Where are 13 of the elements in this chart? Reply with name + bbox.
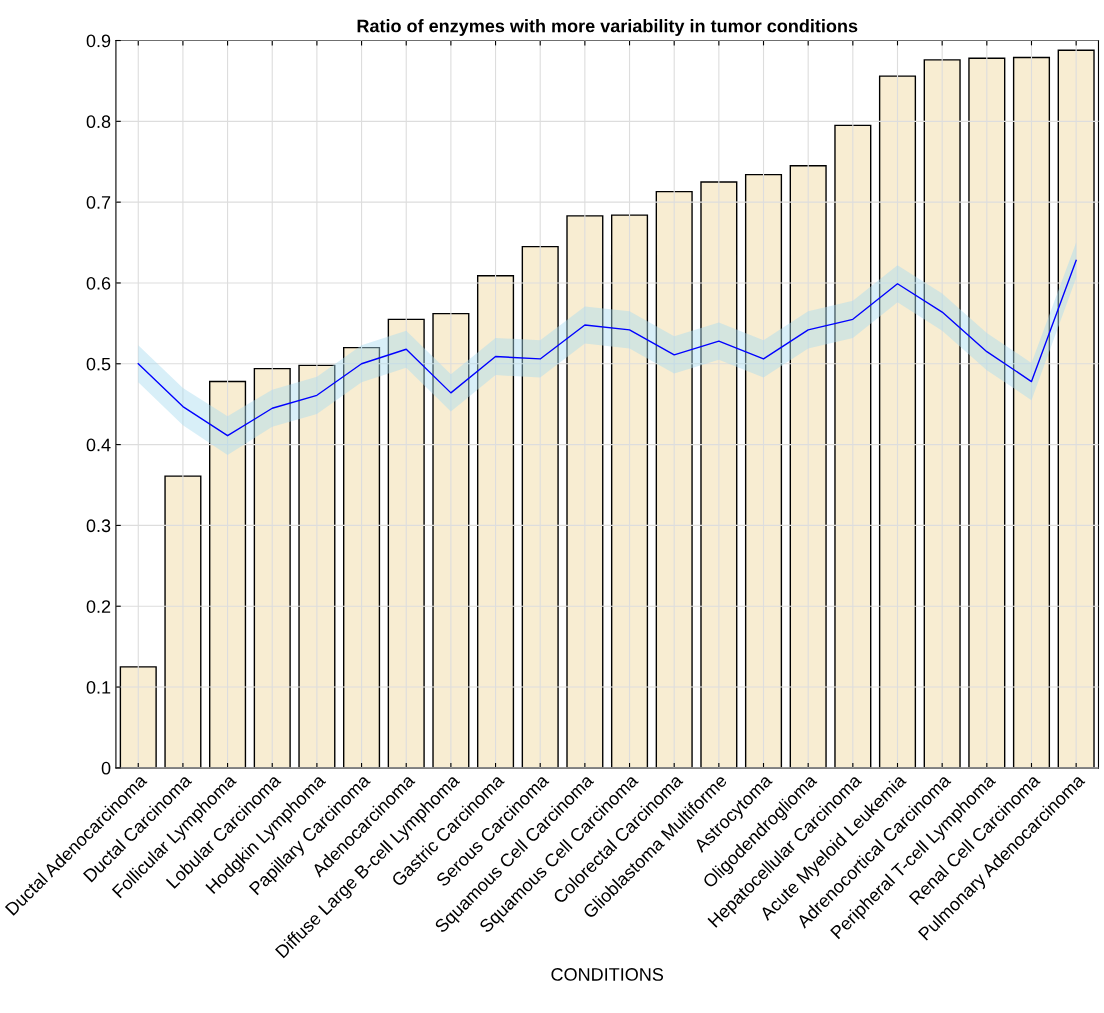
x-axis-title: CONDITIONS: [551, 968, 664, 981]
y-tick-label: 0.8: [86, 115, 111, 129]
y-tick-label: 0: [101, 761, 111, 775]
y-tick-label: 0.1: [86, 680, 111, 694]
line-series: [137, 259, 1077, 437]
y-tick-label: 0.9: [86, 34, 111, 48]
y-tick-label: 0.7: [86, 196, 111, 209]
chart-title: Ratio of enzymes with more variability in tumor conditions: [357, 19, 858, 36]
y-tick-label: 0.2: [86, 600, 111, 613]
y-tick-label: 0.6: [86, 276, 111, 290]
y-tick-label: 0.4: [86, 438, 111, 452]
y-tick-label: 0.3: [86, 519, 111, 533]
y-tick-label: 0.5: [86, 357, 111, 371]
